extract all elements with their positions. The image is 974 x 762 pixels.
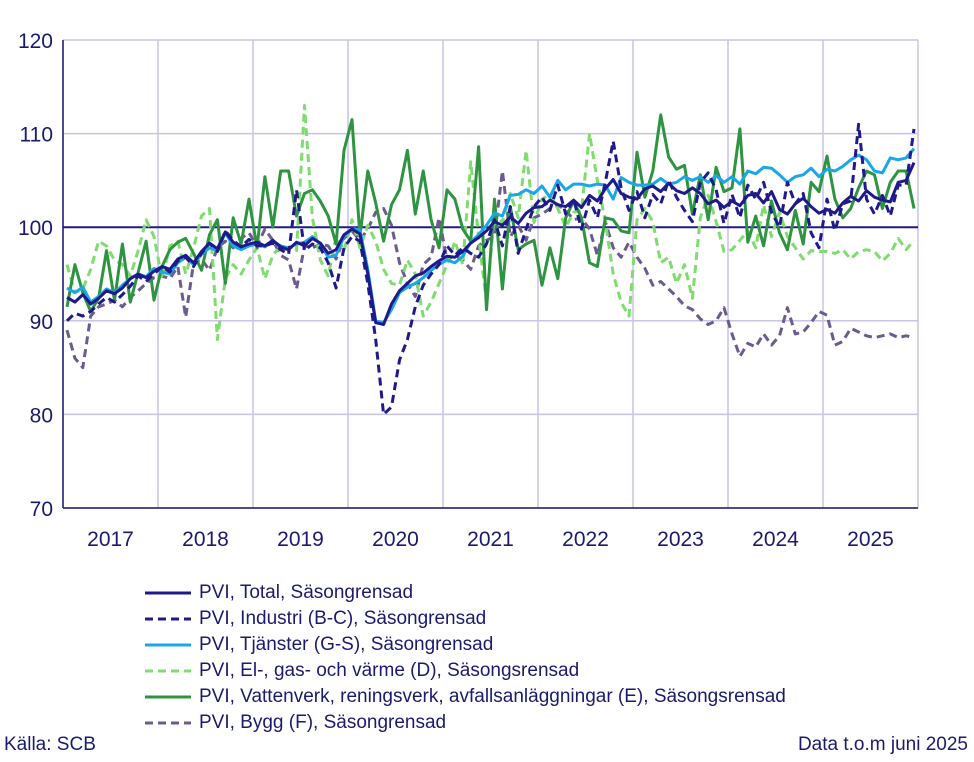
series-line-0	[66, 161, 916, 326]
x-tick-label: 2022	[562, 528, 609, 551]
data-through-note: Data t.o.m juni 2025	[797, 734, 968, 755]
legend-swatch	[145, 695, 191, 699]
x-tick-label: 2021	[467, 528, 514, 551]
legend-swatch	[145, 721, 191, 725]
y-tick-label: 100	[18, 217, 53, 240]
source-note: Källa: SCB	[4, 734, 96, 755]
legend-item: PVI, El-, gas- och värme (D), Säsongsren…	[145, 658, 786, 684]
legend-label: PVI, Total, Säsongrensad	[199, 582, 414, 603]
legend-item: PVI, Bygg (F), Säsongrensad	[145, 710, 786, 736]
legend-item: PVI, Vattenverk, reningsverk, avfallsanl…	[145, 684, 786, 710]
legend-swatch	[145, 669, 191, 673]
legend-label: PVI, Industri (B-C), Säsongrensad	[199, 608, 487, 629]
legend-item: PVI, Industri (B-C), Säsongrensad	[145, 606, 786, 632]
legend-swatch	[145, 617, 191, 621]
y-tick-label: 90	[30, 311, 53, 334]
series-lines	[65, 104, 916, 416]
x-tick-label: 2019	[277, 528, 324, 551]
y-tick-label: 120	[18, 30, 53, 53]
y-tick-label: 110	[20, 124, 53, 147]
legend: PVI, Total, Säsongrensad PVI, Industri (…	[145, 580, 786, 736]
legend-label: PVI, Tjänster (G-S), Säsongrensad	[199, 634, 494, 655]
x-tick-label: 2024	[752, 528, 799, 551]
y-tick-label: 70	[30, 498, 53, 521]
x-tick-label: 2020	[372, 528, 419, 551]
legend-swatch	[145, 591, 191, 595]
y-tick-label: 80	[30, 404, 53, 427]
legend-item: PVI, Tjänster (G-S), Säsongrensad	[145, 632, 786, 658]
x-tick-label: 2017	[87, 528, 134, 551]
x-tick-label: 2018	[182, 528, 229, 551]
y-tick-labels: 70 80 90 100 110 120	[18, 30, 53, 521]
legend-label: PVI, Bygg (F), Säsongrensad	[199, 712, 447, 733]
legend-swatch	[145, 643, 191, 647]
legend-label: PVI, Vattenverk, reningsverk, avfallsanl…	[199, 686, 786, 707]
legend-label: PVI, El-, gas- och värme (D), Säsongsren…	[199, 660, 580, 681]
x-tick-label: 2025	[847, 528, 894, 551]
series-line-3	[65, 104, 916, 341]
x-tick-labels: 2017 2018 2019 2020 2021 2022 2023 2024 2025	[87, 528, 894, 551]
line-chart: 70 80 90 100 110 120 2017 2018 2019 2020 2021 2022…	[18, 30, 919, 551]
legend-item: PVI, Total, Säsongrensad	[145, 580, 786, 606]
series-line-2	[66, 147, 916, 325]
x-tick-label: 2023	[657, 528, 704, 551]
series-line-4	[65, 113, 916, 313]
axes	[62, 40, 918, 509]
